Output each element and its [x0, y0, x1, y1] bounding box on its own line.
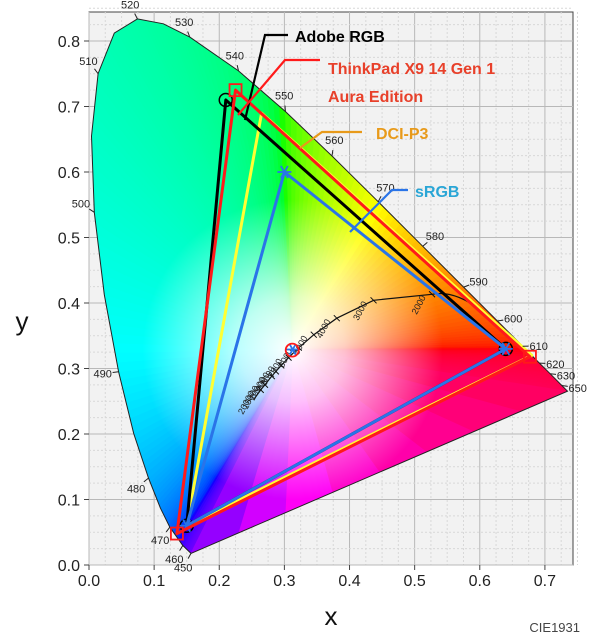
x-axis-label: x — [325, 601, 338, 631]
wavelength-label: 510 — [79, 56, 97, 68]
x-tick-label: 0.4 — [338, 573, 360, 590]
primary-marker — [218, 92, 234, 108]
legend-leader-line — [299, 130, 362, 149]
wavelength-label: 530 — [175, 17, 193, 29]
y-tick-label: 0.4 — [58, 296, 80, 313]
cct-tick — [257, 386, 265, 394]
y-tick-label: 0.8 — [58, 34, 80, 51]
wavelength-label: 630 — [557, 370, 575, 382]
wavelength-tick — [112, 371, 119, 374]
wavelength-label: 600 — [504, 314, 522, 326]
wavelength-tick — [187, 553, 192, 559]
y-tick-label: 0.5 — [58, 231, 80, 248]
legend-leader-line — [243, 33, 288, 121]
white-point-marker — [284, 342, 300, 358]
wavelength-label: 560 — [325, 135, 343, 147]
wavelength-label: 650 — [569, 383, 587, 395]
planckian-curve — [253, 292, 481, 401]
wavelength-label: 520 — [121, 0, 139, 12]
legend-leader-line — [237, 58, 320, 116]
wavelength-tick — [89, 208, 95, 213]
legend-label: sRGB — [415, 184, 459, 201]
y-tick-label: 0.2 — [58, 427, 80, 444]
cct-tick — [261, 381, 269, 389]
cct-tick — [310, 331, 318, 339]
wavelength-tick — [165, 526, 171, 533]
cct-tick — [285, 354, 292, 361]
x-tick-label: 0.0 — [78, 573, 100, 590]
wavelength-tick — [179, 545, 184, 551]
legend-label: ThinkPad X9 14 Gen 1 — [328, 61, 495, 78]
y-axis-label: y — [16, 306, 29, 336]
white-point-marker — [288, 343, 297, 356]
cct-tick — [370, 296, 377, 304]
y-tick-label: 0.3 — [58, 362, 80, 379]
x-tick-label: 0.3 — [273, 573, 295, 590]
wavelength-tick — [422, 241, 428, 247]
wavelength-label: 570 — [376, 182, 394, 194]
legend-label: Aura Edition — [328, 89, 423, 106]
wavelength-label: 590 — [469, 276, 487, 288]
wavelength-tick — [377, 196, 382, 202]
axis-ticks: 0.0 0.1 0.2 0.3 0.4 0.5 0.6 0.7 0.0 0.1 0.2 0.3 0.4 0… — [58, 34, 556, 590]
y-tick-label: 0.0 — [58, 558, 80, 575]
x-tick-label: 0.6 — [469, 573, 491, 590]
wavelength-label: 470 — [151, 535, 169, 547]
gamut-triangle — [175, 88, 532, 536]
footnote: CIE1931 — [529, 620, 580, 635]
y-tick-label: 0.6 — [58, 165, 80, 182]
wavelength-label: 550 — [275, 91, 293, 103]
wavelength-label: 480 — [127, 483, 145, 495]
legend-label: DCI-P3 — [376, 126, 429, 143]
wavelength-label: 460 — [165, 554, 183, 566]
y-tick-label: 0.1 — [58, 493, 80, 510]
wavelength-label: 580 — [426, 231, 444, 243]
wavelength-tick — [187, 31, 191, 38]
cct-tick — [268, 372, 276, 380]
legend-leader-line — [349, 188, 408, 233]
cct-tick — [333, 314, 341, 322]
wavelength-tick — [561, 385, 568, 387]
wavelength-label: 540 — [226, 50, 244, 62]
wavelength-tick — [94, 68, 99, 74]
cct-tick — [428, 290, 436, 298]
wavelength-tick — [134, 13, 138, 20]
gamut-triangles — [170, 83, 537, 541]
wavelength-label: 610 — [529, 341, 547, 353]
wavelength-label: 450 — [174, 562, 192, 574]
wavelength-tick — [497, 319, 504, 322]
legend-label: Adobe RGB — [295, 29, 385, 46]
y-tick-label: 0.7 — [58, 100, 80, 117]
wavelength-label: 490 — [94, 369, 112, 381]
wavelength-tick — [143, 477, 149, 483]
wavelength-label: 620 — [546, 359, 564, 371]
wavelength-tick — [550, 373, 557, 375]
cct-tick — [277, 362, 285, 369]
x-tick-label: 0.2 — [208, 573, 230, 590]
cct-tick — [272, 368, 280, 375]
legend: Adobe RGB ThinkPad X9 14 Gen 1 Aura Editio… — [237, 29, 495, 233]
primary-marker — [501, 342, 511, 356]
wavelength-label: 500 — [72, 199, 90, 211]
wavelength-tick — [331, 149, 334, 157]
primary-marker — [228, 83, 243, 98]
x-tick-label: 0.7 — [534, 573, 556, 590]
gamut-triangle — [185, 170, 508, 528]
wavelength-tick — [463, 284, 470, 288]
wavelength-tick — [236, 64, 240, 72]
x-tick-label: 0.5 — [404, 573, 426, 590]
primary-marker — [523, 349, 537, 364]
x-tick-label: 0.1 — [143, 573, 165, 590]
primary-marker — [170, 526, 184, 541]
primary-marker — [280, 165, 289, 179]
